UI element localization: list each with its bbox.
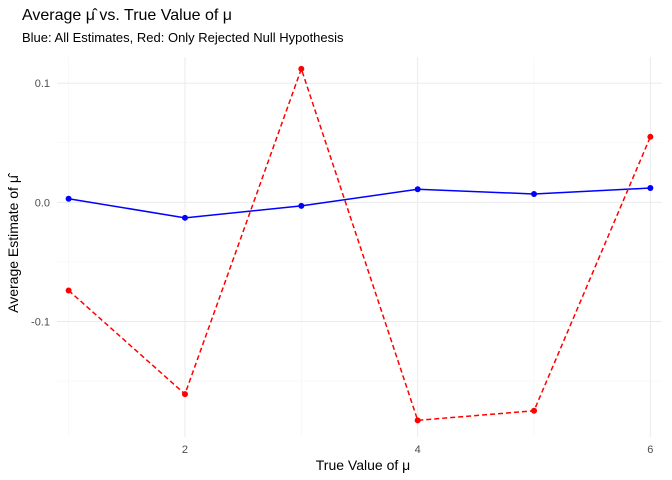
data-point-series-0 bbox=[65, 195, 72, 202]
y-tick-label: 0.0 bbox=[35, 197, 50, 209]
series-line-0 bbox=[68, 187, 651, 219]
y-axis-ticks: -0.1 0.0 0.1 bbox=[31, 78, 50, 328]
data-point-series-0 bbox=[298, 202, 305, 209]
x-axis-title: True Value of μ bbox=[316, 457, 410, 473]
plot-grid bbox=[57, 57, 662, 437]
data-point-series-0 bbox=[647, 185, 654, 192]
series-line-1 bbox=[68, 66, 652, 422]
x-tick-label: 4 bbox=[415, 444, 421, 456]
data-point-series-0 bbox=[414, 186, 421, 193]
chart-subtitle: Blue: All Estimates, Red: Only Rejected … bbox=[22, 30, 344, 45]
data-point-series-1 bbox=[181, 391, 188, 398]
x-axis-ticks: 2 4 6 bbox=[182, 444, 654, 456]
data-point-series-1 bbox=[298, 65, 305, 72]
x-tick-label: 2 bbox=[182, 444, 188, 456]
chart-title: Average μ̂ vs. True Value of μ bbox=[22, 7, 232, 24]
y-tick-label: -0.1 bbox=[31, 316, 50, 328]
y-axis-title: Average Estimate of μ̂ bbox=[5, 172, 21, 313]
x-tick-label: 6 bbox=[647, 444, 653, 456]
data-point-series-0 bbox=[531, 190, 538, 197]
data-point-series-0 bbox=[181, 214, 188, 221]
series-layer bbox=[65, 65, 654, 424]
data-point-series-1 bbox=[414, 417, 421, 424]
data-point-series-1 bbox=[65, 287, 72, 294]
y-tick-label: 0.1 bbox=[35, 78, 50, 90]
data-point-series-1 bbox=[647, 133, 654, 140]
data-point-series-1 bbox=[531, 407, 538, 414]
